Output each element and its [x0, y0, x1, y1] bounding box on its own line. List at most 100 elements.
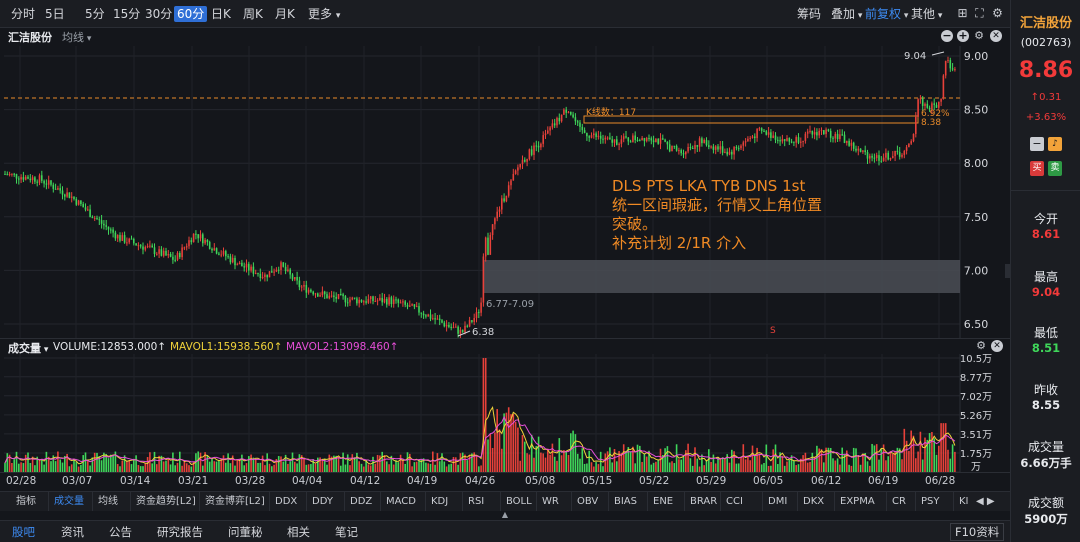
period-more[interactable]: 更多 ▾ — [305, 6, 343, 24]
period-60min[interactable]: 60分 — [174, 6, 208, 22]
adjust-button[interactable]: 前复权 ▾ — [865, 6, 908, 24]
volume-bar — [832, 458, 834, 472]
indicator-tab[interactable]: 资金博弈[L2] — [205, 496, 265, 507]
chips-button[interactable]: 筹码 — [797, 7, 822, 21]
candle-body — [806, 131, 809, 134]
candlestick-chart[interactable]: 9.04 6.38 6.77-7.09 K线数：117 6.92% 8.38 S… — [0, 46, 1010, 338]
period-monthly[interactable]: 月K — [275, 7, 295, 21]
period-5day[interactable]: 5日 — [45, 7, 65, 21]
volume-bar — [641, 461, 643, 472]
volume-bar — [254, 459, 257, 472]
volume-bar — [464, 454, 466, 472]
candle-body — [848, 140, 850, 146]
indicator-tab[interactable]: WR — [542, 496, 559, 507]
collapse-icon[interactable]: ▲ — [501, 510, 509, 519]
tab-guba[interactable]: 股吧 — [12, 525, 35, 539]
period-30min[interactable]: 30分 — [145, 7, 173, 21]
indicator-tab[interactable]: MACD — [386, 496, 416, 507]
indicator-tab[interactable]: CR — [892, 496, 906, 507]
volume-bar — [754, 455, 756, 472]
indicator-tab[interactable]: 均线 — [98, 496, 118, 507]
indicator-tab[interactable]: KDJ — [431, 496, 449, 507]
panel-splitter[interactable] — [1005, 264, 1010, 278]
tab-notes[interactable]: 笔记 — [335, 525, 358, 539]
indicator-tab[interactable]: 指标 — [16, 496, 36, 507]
tab-divider — [797, 492, 798, 511]
nav-arrows-icon[interactable]: ◀ ▶ — [976, 496, 995, 507]
candle-body — [280, 262, 282, 271]
indicator-tab[interactable]: 成交量 — [54, 496, 84, 507]
volume-bar — [898, 448, 901, 472]
zoom-out-icon[interactable]: − — [941, 29, 953, 42]
candle-body — [710, 146, 712, 148]
indicator-tab[interactable]: PSY — [921, 496, 940, 507]
volume-bar — [119, 466, 121, 472]
close-icon[interactable]: ✕ — [991, 340, 1003, 352]
candle-body — [464, 325, 466, 333]
volume-bar — [579, 458, 581, 472]
indicator-tab[interactable]: BRAR — [690, 496, 718, 507]
indicator-tab[interactable]: EXPMA — [840, 496, 875, 507]
candle-body — [271, 271, 273, 273]
settings-icon[interactable]: ⚙ — [974, 29, 984, 42]
indicator-tab[interactable]: CCI — [726, 496, 743, 507]
volume-bar — [413, 462, 416, 472]
period-daily[interactable]: 日K — [211, 7, 231, 21]
settings-icon[interactable]: ⚙ — [976, 339, 986, 352]
other-button[interactable]: 其他 ▾ — [911, 6, 942, 24]
indicator-tab[interactable]: DMI — [768, 496, 788, 507]
volume-bar — [889, 451, 892, 472]
period-intraday[interactable]: 分时 — [11, 7, 36, 21]
minus-icon[interactable]: − — [1030, 137, 1044, 151]
indicator-tab[interactable]: DDY — [312, 496, 333, 507]
volume-bar — [455, 457, 457, 472]
candle-body — [8, 173, 11, 175]
candle-body — [880, 160, 883, 162]
indicator-tab[interactable]: RSI — [468, 496, 485, 507]
tab-announcements[interactable]: 公告 — [109, 525, 132, 539]
open-label: 今开 — [1033, 212, 1058, 226]
indicator-tab[interactable]: DDZ — [350, 496, 373, 507]
tab-ask-secretary[interactable]: 问董秘 — [228, 525, 263, 539]
close-icon[interactable]: ✕ — [990, 30, 1002, 42]
volume-title[interactable]: 成交量 ▾ — [8, 340, 48, 356]
f10-button[interactable]: F10资料 — [950, 523, 1005, 541]
bell-icon[interactable]: ♪ — [1048, 137, 1062, 151]
volume-bar — [703, 465, 705, 472]
indicator-tab[interactable]: BOLL — [506, 496, 532, 507]
indicator-tab[interactable]: ENE — [653, 496, 674, 507]
candle-body — [758, 128, 761, 130]
tab-news[interactable]: 资讯 — [61, 525, 84, 539]
volume-bar — [330, 456, 333, 472]
indicator-tab[interactable]: DDX — [275, 496, 298, 507]
volume-bar — [855, 448, 857, 472]
volume-bar — [526, 453, 528, 472]
quote-stock-name: 汇洁股份 — [1019, 16, 1072, 31]
volume-bar — [160, 455, 163, 472]
settings-icon[interactable]: ⚙ — [992, 6, 1003, 20]
indicator-tab[interactable]: OBV — [577, 496, 599, 507]
indicator-tab[interactable]: BIAS — [614, 496, 637, 507]
volume-bar — [199, 452, 202, 472]
indicator-tab[interactable]: DKX — [803, 496, 825, 507]
buy-button[interactable]: 买 — [1030, 161, 1044, 176]
indicator-tab[interactable]: KI — [959, 496, 969, 507]
indicator-tab[interactable]: 资金趋势[L2] — [136, 496, 196, 507]
overlay-button[interactable]: 叠加 ▾ — [831, 6, 862, 24]
volume-bar — [648, 450, 650, 472]
period-15min[interactable]: 15分 — [113, 7, 141, 21]
candle-body — [643, 138, 646, 142]
grid-icon[interactable]: ⊞ — [957, 6, 968, 20]
volume-bar — [871, 443, 873, 472]
volume-bar — [149, 452, 151, 472]
candle-body — [87, 209, 89, 211]
ma-selector[interactable]: 均线 ▾ — [62, 29, 91, 45]
period-weekly[interactable]: 周K — [243, 7, 263, 21]
tab-research[interactable]: 研究报告 — [157, 525, 203, 539]
tab-related[interactable]: 相关 — [287, 525, 310, 539]
sell-button[interactable]: 卖 — [1048, 161, 1062, 176]
fullscreen-icon[interactable]: ⛶ — [975, 6, 984, 20]
period-5min[interactable]: 5分 — [85, 7, 105, 21]
zoom-in-icon[interactable]: + — [957, 29, 969, 42]
